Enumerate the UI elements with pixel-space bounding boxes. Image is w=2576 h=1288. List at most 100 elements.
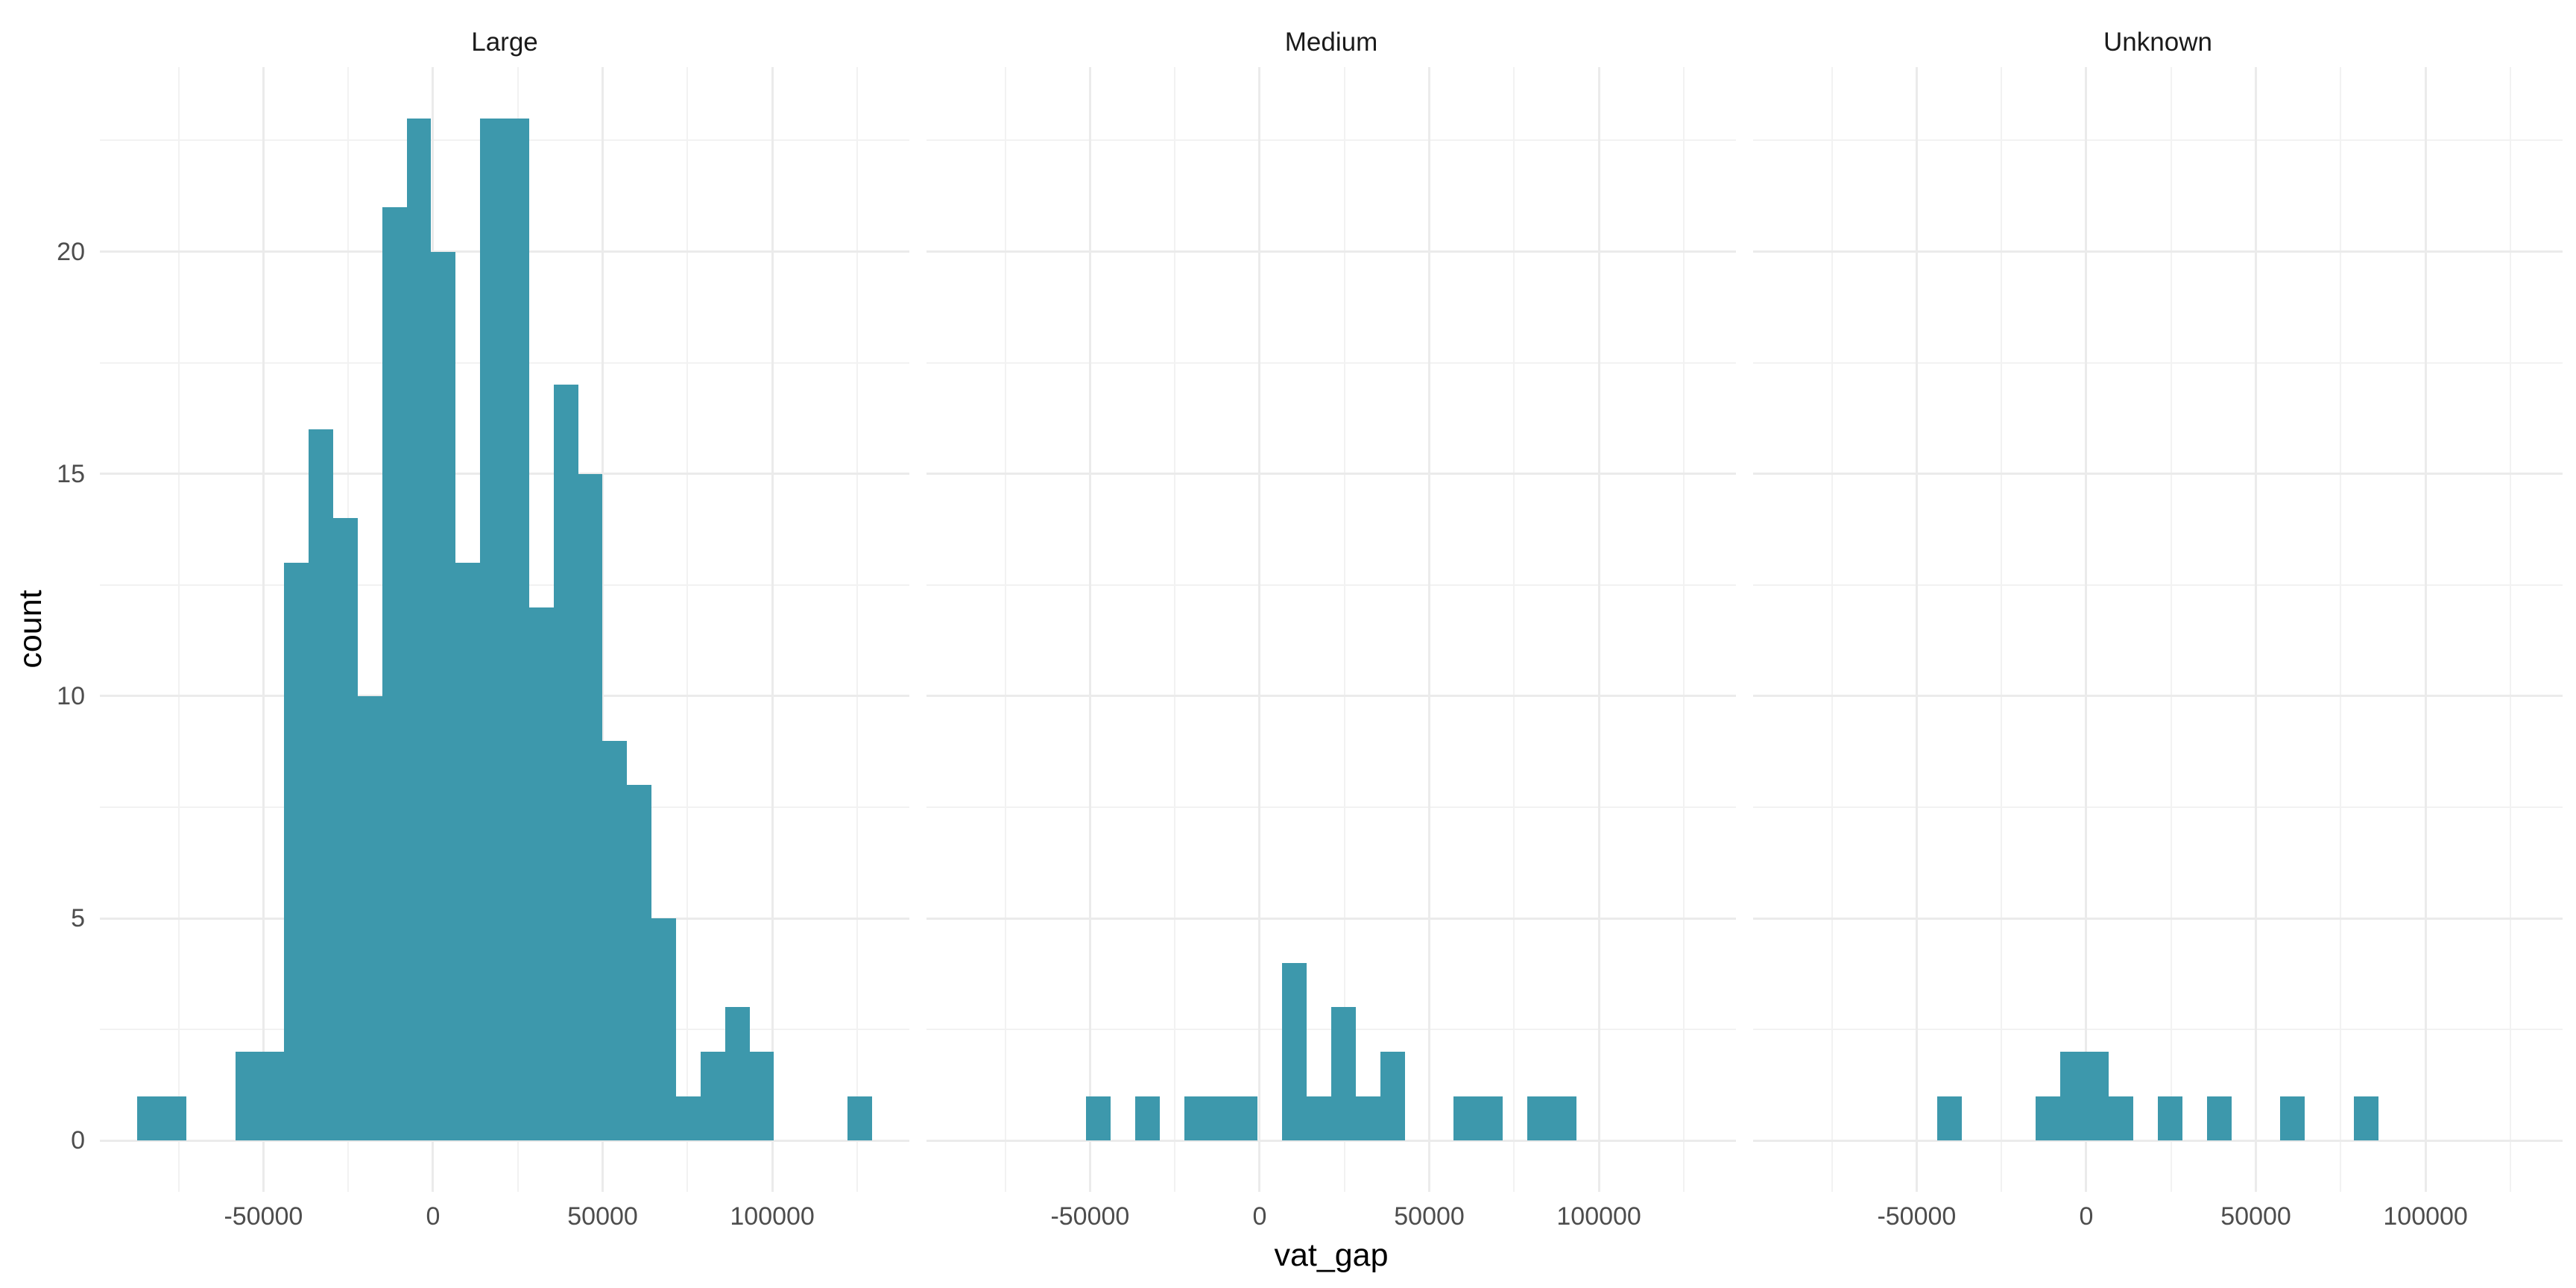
histogram-bar <box>1307 1096 1331 1141</box>
histogram-bar <box>1937 1096 1963 1141</box>
y-tick-label: 5 <box>71 904 85 933</box>
histogram-bar <box>1453 1096 1479 1141</box>
gridline-major-x <box>2255 67 2258 1192</box>
gridline-major-x <box>1915 67 1918 1192</box>
gridline-minor-y <box>1753 139 2563 142</box>
histogram-bar <box>651 918 677 1141</box>
facet-strip-label-large: Large <box>471 28 538 57</box>
histogram-bar <box>602 740 628 1141</box>
histogram-bar <box>1551 1096 1576 1141</box>
x-tick-label: 100000 <box>730 1202 815 1231</box>
histogram-bar <box>431 251 456 1141</box>
gridline-minor-y <box>926 584 1736 586</box>
gridline-minor-x <box>177 67 180 1192</box>
x-tick-label: 50000 <box>2220 1202 2291 1231</box>
y-tick-label: 20 <box>57 237 85 266</box>
facet-strip-label-unknown: Unknown <box>2103 28 2212 57</box>
histogram-bar <box>332 518 358 1141</box>
gridline-major-x <box>262 67 265 1192</box>
histogram-bar <box>259 1052 285 1141</box>
histogram-bar <box>700 1052 725 1141</box>
gridline-major-x <box>2085 67 2088 1192</box>
gridline-minor-x <box>1513 67 1515 1192</box>
histogram-bar <box>357 695 382 1141</box>
histogram-bar <box>1282 962 1307 1141</box>
gridline-major-x <box>1597 67 1600 1192</box>
y-tick-label: 15 <box>57 459 85 488</box>
histogram-bar <box>1355 1096 1380 1141</box>
gridline-major-y <box>1753 917 2563 920</box>
gridline-minor-y <box>926 362 1736 364</box>
facet-strip-label-medium: Medium <box>1284 28 1378 57</box>
histogram-bar <box>724 1007 750 1141</box>
x-axis-title: vat_gap <box>1274 1237 1389 1273</box>
gridline-minor-x <box>2509 67 2511 1192</box>
histogram-bar <box>2158 1096 2182 1141</box>
histogram-bar <box>455 563 481 1141</box>
gridline-minor-y <box>1753 584 2563 586</box>
histogram-bar <box>1184 1096 1209 1141</box>
histogram-bar <box>382 206 407 1141</box>
x-tick-label: 0 <box>2079 1202 2094 1231</box>
histogram-bar <box>1478 1096 1503 1141</box>
histogram-bar <box>553 385 578 1141</box>
gridline-major-x <box>771 67 774 1192</box>
gridline-major-y <box>1753 250 2563 253</box>
gridline-major-y <box>1753 695 2563 698</box>
x-tick-label: 0 <box>1252 1202 1267 1231</box>
histogram-bar <box>235 1052 260 1141</box>
x-tick-label: 50000 <box>1394 1202 1465 1231</box>
histogram-bar <box>676 1096 701 1141</box>
gridline-major-y <box>100 1139 909 1142</box>
histogram-bar <box>2059 1052 2085 1141</box>
histogram-bar <box>2353 1096 2378 1141</box>
gridline-minor-x <box>1343 67 1345 1192</box>
x-tick-label: -50000 <box>1877 1202 1957 1231</box>
gridline-minor-x <box>1831 67 1833 1192</box>
gridline-minor-x <box>2340 67 2342 1192</box>
gridline-major-y <box>926 917 1736 920</box>
gridline-minor-y <box>926 806 1736 809</box>
gridline-major-y <box>926 1139 1736 1142</box>
gridline-major-x <box>1258 67 1261 1192</box>
x-tick-label: 100000 <box>2383 1202 2468 1231</box>
gridline-major-x <box>1088 67 1091 1192</box>
gridline-minor-x <box>2001 67 2003 1192</box>
facet-panel-medium <box>926 67 1736 1192</box>
histogram-bar <box>2035 1096 2060 1141</box>
histogram-bar <box>627 785 652 1141</box>
gridline-minor-y <box>1753 362 2563 364</box>
histogram-bar <box>2280 1096 2305 1141</box>
histogram-bar <box>578 473 603 1141</box>
gridline-major-y <box>926 250 1736 253</box>
gridline-minor-x <box>856 67 858 1192</box>
histogram-bar <box>1233 1096 1258 1141</box>
gridline-major-x <box>2424 67 2427 1192</box>
x-tick-label: -50000 <box>224 1202 303 1231</box>
histogram-bar <box>1086 1096 1111 1141</box>
histogram-bar <box>505 118 529 1141</box>
gridline-major-y <box>1753 1139 2563 1142</box>
x-tick-label: 50000 <box>567 1202 638 1231</box>
y-tick-label: 0 <box>71 1126 85 1155</box>
histogram-bar <box>528 607 554 1141</box>
x-tick-label: -50000 <box>1050 1202 1130 1231</box>
histogram-bar <box>1331 1007 1356 1141</box>
histogram-bar <box>480 118 505 1141</box>
gridline-minor-x <box>686 67 689 1192</box>
facet-panel-large <box>100 67 909 1192</box>
gridline-minor-y <box>926 139 1736 142</box>
gridline-minor-x <box>1174 67 1176 1192</box>
gridline-major-y <box>926 695 1736 698</box>
x-tick-label: 0 <box>426 1202 441 1231</box>
y-tick-label: 10 <box>57 681 85 710</box>
histogram-bar <box>309 429 333 1141</box>
histogram-bar <box>1380 1052 1405 1141</box>
histogram-bar <box>161 1096 186 1141</box>
gridline-minor-y <box>1753 806 2563 809</box>
histogram-bar <box>847 1096 872 1141</box>
histogram-bar <box>1527 1096 1552 1141</box>
histogram-bar <box>406 118 432 1141</box>
histogram-bar <box>2109 1096 2134 1141</box>
